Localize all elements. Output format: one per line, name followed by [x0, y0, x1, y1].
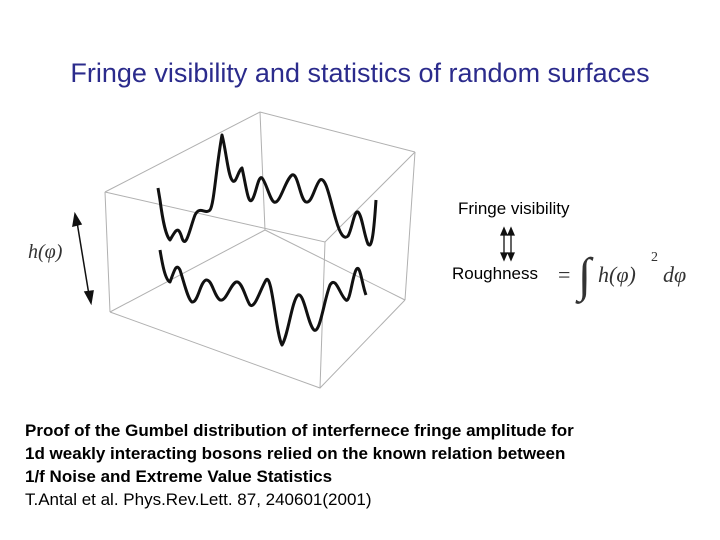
- fringe-visibility-label: Fringe visibility: [458, 199, 570, 218]
- box-back-vertical-left: [104, 191, 111, 313]
- formula-differential: dφ: [663, 262, 687, 287]
- box-bottom: [109, 299, 406, 389]
- box-front-top: [104, 151, 416, 243]
- formula-integrand: h(φ): [598, 262, 636, 287]
- box-back-vertical-mid: [259, 111, 266, 231]
- box-right-vertical: [404, 151, 416, 301]
- equivalence-arrows: [500, 226, 515, 262]
- surface-figure: [72, 111, 515, 389]
- body-line-3: 1/f Noise and Extreme Value Statistics: [25, 467, 333, 486]
- box-bottom-back-right: [264, 229, 406, 301]
- formula-exponent: 2: [651, 250, 658, 265]
- surface-curve-upper: [156, 133, 378, 247]
- body-text: Proof of the Gumbel distribution of inte…: [25, 419, 705, 511]
- formula-integral: ∫: [578, 249, 592, 302]
- slide-title: Fringe visibility and statistics of rand…: [70, 58, 650, 88]
- reference: T.Antal et al. Phys.Rev.Lett. 87, 240601…: [25, 490, 372, 509]
- body-line-2: 1d weakly interacting bosons relied on t…: [25, 444, 566, 463]
- roughness-label: Roughness: [452, 264, 539, 283]
- box-wireframe: [104, 111, 416, 389]
- body-line-1: Proof of the Gumbel distribution of inte…: [25, 421, 574, 440]
- h-arrow: [72, 211, 94, 306]
- surface-curve-lower: [158, 249, 368, 347]
- box-bottom-back: [109, 229, 266, 313]
- formula-equals: =: [558, 262, 571, 287]
- h-phi-label: h(φ): [28, 241, 63, 263]
